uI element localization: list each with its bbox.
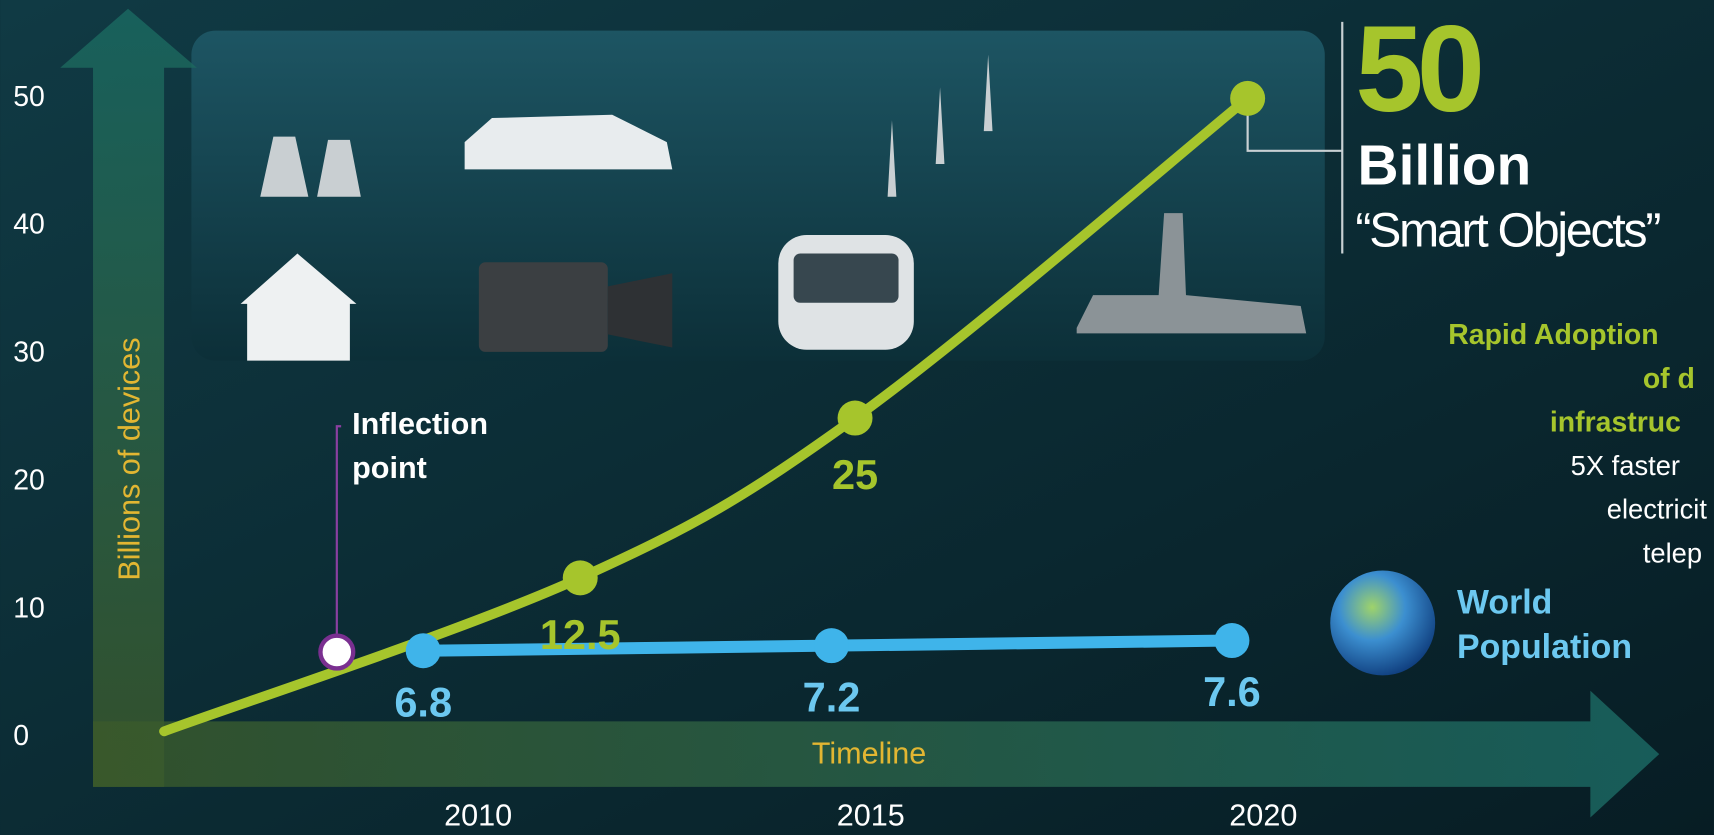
data-label: 7.6 <box>1203 668 1261 715</box>
point-marker <box>563 560 598 595</box>
point-marker <box>1214 623 1249 658</box>
data-label: 25 <box>832 451 878 498</box>
data-label: 7.2 <box>803 673 861 720</box>
side-note: of d <box>1643 363 1695 395</box>
point-marker <box>406 633 441 668</box>
point-marker <box>1230 81 1265 116</box>
page: {"chart_data": { "type": "line", "x_labe… <box>0 0 1714 835</box>
y-tick-label: 0 <box>13 720 29 752</box>
side-note: Rapid Adoption <box>1448 319 1658 351</box>
y-axis-label: Billions of devices <box>112 337 146 580</box>
headline-value: 50 <box>1355 0 1481 137</box>
point-marker <box>814 628 849 663</box>
side-note: electricit <box>1607 494 1708 525</box>
x-axis-label: Timeline <box>812 736 926 770</box>
headline-unit: Billion <box>1358 134 1532 197</box>
icon-train-window <box>794 254 899 303</box>
x-tick-label: 2010 <box>444 799 512 833</box>
y-tick-label: 30 <box>13 337 45 369</box>
side-note: 5X faster <box>1571 450 1680 481</box>
chart: Billions of devices Timeline 50 Billion … <box>0 0 1714 835</box>
side-note: infrastruc <box>1550 407 1681 439</box>
y-tick-label: 50 <box>13 81 45 113</box>
headline-name: “Smart Objects” <box>1355 204 1660 258</box>
icon-camera-lens <box>608 273 672 347</box>
x-tick-label: 2020 <box>1229 799 1297 833</box>
globe-icon <box>1330 571 1435 676</box>
data-label: 12.5 <box>540 611 621 658</box>
inflection-marker <box>320 636 353 669</box>
icon-camera <box>479 262 608 352</box>
y-tick-label: 40 <box>13 209 45 241</box>
side-note: telep <box>1643 537 1702 568</box>
y-tick-label: 20 <box>13 464 45 496</box>
y-tick-label: 10 <box>13 592 45 624</box>
x-tick-label: 2015 <box>837 799 905 833</box>
point-marker <box>838 401 873 436</box>
data-label: 6.8 <box>394 678 452 725</box>
